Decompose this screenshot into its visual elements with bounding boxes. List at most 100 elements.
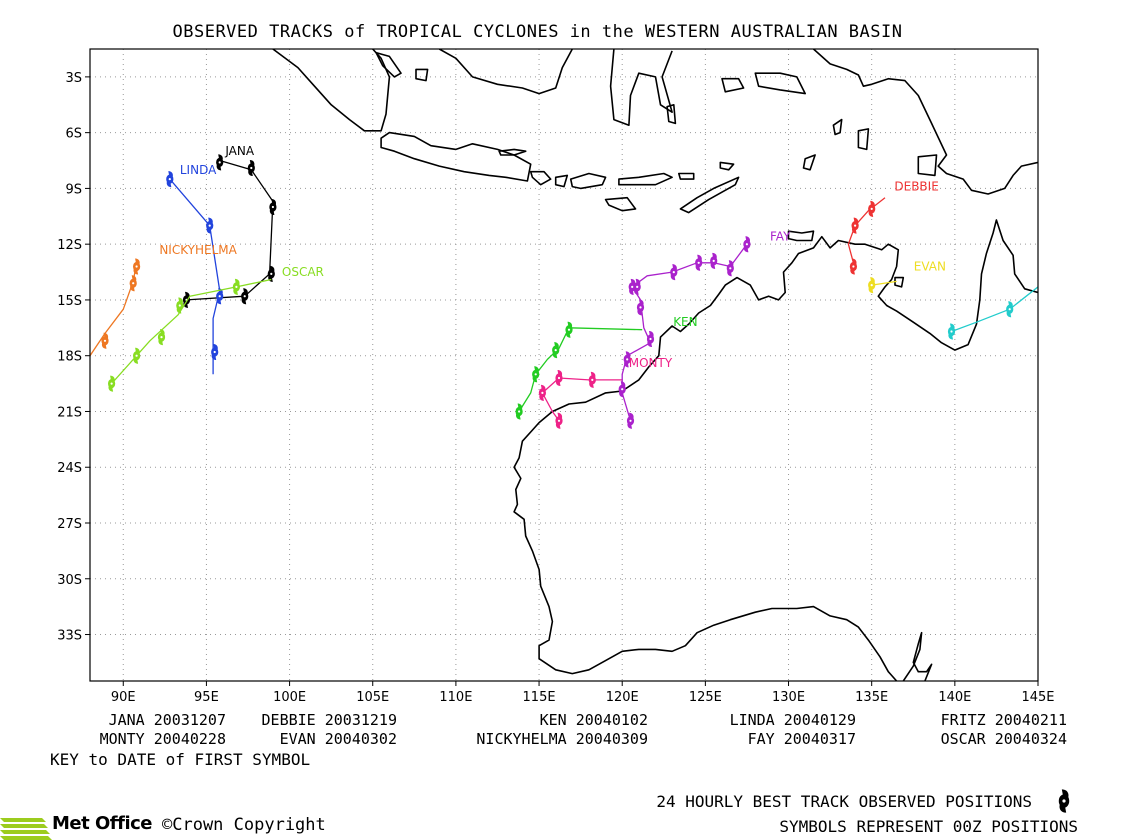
lat-tick-label: 30S (57, 573, 82, 588)
lon-tick-label: 100E (273, 690, 306, 705)
map-title: OBSERVED TRACKS of TROPICAL CYCLONES in … (172, 22, 903, 42)
lat-tick-label: 18S (57, 350, 82, 365)
footer-best-track: 24 HOURLY BEST TRACK OBSERVED POSITIONS (656, 792, 1032, 811)
track-symbol-fay (695, 254, 703, 271)
lon-tick-label: 130E (772, 690, 805, 705)
track-symbol-fay (670, 264, 678, 281)
track-line-jana (186, 159, 274, 301)
coast-newguinea (812, 49, 1038, 195)
coast-sulawesi (609, 49, 673, 126)
track-label-evan: EVAN (914, 259, 946, 273)
track-symbol-ken (532, 366, 540, 383)
cyclone-tracks (90, 154, 1038, 429)
track-symbol-debbie (851, 217, 859, 234)
coast-tanimbar (802, 154, 816, 171)
coast-spencer (902, 631, 933, 681)
track-symbol-linda (206, 217, 214, 234)
track-symbol-nickyhelma (101, 332, 109, 349)
graticule-grid (85, 49, 1039, 686)
track-symbol-jana (267, 265, 275, 282)
track-symbol-evan (868, 277, 876, 294)
track-symbol-fritz (1006, 301, 1014, 318)
cyclone-symbol-icon (1058, 789, 1070, 813)
track-label-linda: LINDA (180, 163, 217, 177)
lon-tick-label: 105E (356, 690, 389, 705)
coast-sumba (604, 196, 637, 212)
lon-tick-label: 110E (439, 690, 472, 705)
track-symbol-oscar (232, 278, 240, 295)
lat-tick-label: 27S (57, 517, 82, 532)
lon-tick-label: 115E (523, 690, 556, 705)
track-symbol-nickyhelma (133, 258, 141, 275)
track-symbol-fay (628, 278, 636, 295)
key-nickyhelma: NICKYHELMA 20040309 (476, 730, 648, 748)
track-symbol-fay (726, 260, 734, 277)
track-symbol-jana (241, 288, 249, 305)
lon-tick-label: 135E (855, 690, 888, 705)
coast-borneo (438, 49, 574, 95)
key-fritz: FRITZ 20040211 (940, 711, 1067, 729)
crown-copyright: ©Crown Copyright (162, 815, 326, 835)
track-symbol-oscar (133, 347, 141, 364)
key-note: KEY to DATE of FIRST SYMBOL (50, 750, 311, 769)
lat-tick-label: 21S (57, 405, 82, 420)
track-symbol-fay (623, 351, 631, 368)
track-symbol-linda (211, 344, 219, 360)
coast-groote (894, 276, 905, 288)
track-symbol-debbie (849, 258, 857, 275)
track-symbol-fritz (947, 323, 956, 340)
coast-bangka (375, 51, 402, 78)
lat-tick-label: 24S (57, 461, 82, 476)
key-linda: LINDA 20040129 (729, 711, 856, 729)
track-line-monty (541, 377, 623, 422)
track-label-monty: MONTY (629, 356, 673, 370)
coastlines (272, 49, 1038, 681)
lon-tick-label: 95E (194, 690, 219, 705)
track-symbol-monty (555, 370, 563, 386)
track-symbol-fay (710, 252, 718, 269)
met-office-logo-text: Met Office (52, 813, 153, 834)
track-symbol-jana (269, 199, 277, 215)
track-label-fay: FAY (770, 230, 791, 244)
coast-timor (679, 176, 740, 214)
track-line-fritz (951, 286, 1038, 333)
legend-symbol (1058, 789, 1070, 813)
coast-kai (832, 118, 843, 136)
longitude-tick-labels: 90E 95E 100E 105E 110E 115E 120E 125E 130E 135E 14… (111, 690, 1055, 705)
track-symbol-jana (216, 154, 224, 171)
track-symbol-fay (646, 331, 655, 347)
coast-seram (754, 72, 807, 95)
lat-tick-label: 3S (65, 71, 82, 86)
coast-alor (677, 172, 695, 180)
track-symbol-linda (166, 171, 174, 188)
coast-aru (857, 128, 870, 151)
track-symbol-monty (555, 412, 563, 429)
key-ken: KEN 20040102 (539, 711, 648, 729)
lat-tick-label: 15S (57, 294, 82, 309)
key-jana: JANA 20031207 (108, 711, 226, 729)
coast-yos-sudarso (917, 154, 938, 177)
lat-tick-label: 9S (65, 182, 82, 197)
key-monty: MONTY 20040228 (99, 730, 226, 748)
coast-madura (498, 148, 527, 156)
track-label-debbie: DEBBIE (894, 180, 938, 194)
coast-flores (618, 172, 673, 186)
track-label-nickyhelma: NICKYHELMA (159, 243, 237, 257)
latitude-tick-labels: 3S 6S 9S 12S 15S 18S 21S 24S 27S 30S 33S (57, 71, 82, 644)
coast-buton (666, 104, 677, 125)
key-debbie: DEBBIE 20031219 (261, 711, 397, 729)
track-symbol-ken (565, 321, 573, 338)
track-line-evan (871, 280, 897, 286)
lon-tick-label: 125E (689, 690, 722, 705)
track-symbol-monty (538, 384, 546, 401)
lat-tick-label: 6S (65, 127, 82, 142)
map-frame (89, 48, 1039, 682)
track-label-ken: KEN (673, 315, 697, 329)
coast-sumbawa (569, 172, 607, 190)
coast-australia (513, 219, 1038, 681)
track-symbol-fay (626, 412, 635, 429)
track-symbol-oscar (108, 375, 116, 392)
track-symbol-oscar (157, 329, 166, 346)
track-label-jana: JANA (224, 144, 255, 158)
